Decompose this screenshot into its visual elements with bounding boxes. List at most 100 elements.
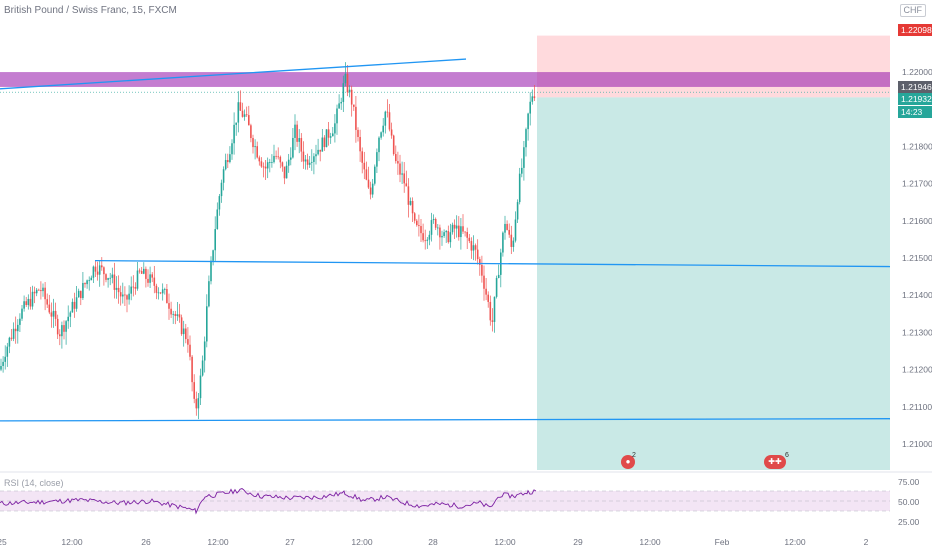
candle-body [434, 218, 437, 228]
candle-body [109, 277, 111, 279]
candle-body [281, 162, 284, 167]
candle-body [506, 223, 508, 230]
candle-body [317, 149, 319, 155]
candle-body [472, 245, 475, 251]
candle-body [94, 266, 97, 272]
candle-body [462, 226, 464, 232]
calendar-event-icon[interactable]: ● [621, 455, 635, 469]
candle-body [371, 183, 374, 195]
candle-body [218, 196, 221, 210]
candle-body [409, 200, 412, 205]
candle-body [224, 160, 227, 170]
candle-body [174, 313, 177, 316]
candle-body [180, 317, 183, 335]
candle-body [4, 356, 6, 362]
candle-body [35, 289, 38, 294]
candle-body [529, 101, 531, 114]
candle-body [172, 313, 174, 315]
candle-body [527, 113, 529, 130]
countdown-tag: 14:23 [898, 106, 932, 118]
candle-body [428, 234, 431, 240]
candle-body [241, 110, 244, 117]
candle-body [306, 159, 309, 165]
time-axis-label: 12:00 [351, 537, 373, 547]
candle-body [115, 287, 118, 290]
candle-body [321, 137, 324, 152]
currency-badge[interactable]: CHF [899, 4, 926, 17]
candle-body [73, 301, 76, 309]
candle-body [323, 137, 326, 148]
candle-body [514, 219, 517, 241]
candle-body [155, 285, 158, 293]
candle-body [6, 346, 9, 357]
dividend-event-icon[interactable]: ✚✚ [764, 455, 786, 469]
candle-body [325, 129, 328, 148]
candle-body [273, 155, 275, 163]
candle-body [75, 297, 78, 309]
candle-body [518, 173, 521, 203]
candle-body [407, 186, 410, 205]
candle-body [521, 167, 523, 174]
candle-body [245, 114, 248, 116]
candle-body [61, 325, 63, 337]
candle-body [185, 328, 187, 340]
candle-body [25, 301, 27, 306]
candle-body [266, 162, 269, 169]
upper-trendline [0, 58, 467, 90]
candle-body [222, 169, 225, 183]
time-axis-label: 12:00 [639, 537, 661, 547]
candle-body [455, 225, 458, 229]
candle-body [439, 227, 441, 238]
symbol-title[interactable]: British Pound / Swiss Franc, 15, FXCM [4, 5, 177, 16]
time-axis-label: 26 [141, 537, 151, 547]
candle-body [451, 224, 454, 233]
candle-body [531, 96, 534, 102]
candle-body [432, 218, 435, 221]
candle-body [413, 213, 416, 221]
price-axis-label: 1.22000 [902, 67, 932, 77]
candle-body [50, 312, 53, 317]
candle-body [292, 137, 294, 158]
candle-body [485, 288, 487, 295]
candle-body [191, 356, 193, 383]
candle-body [416, 220, 418, 226]
candle-body [369, 187, 372, 195]
candle-body [54, 310, 57, 319]
entry-price-tag: 1.21932 [898, 93, 932, 105]
candle-body [128, 293, 130, 300]
candle-body [332, 133, 334, 137]
candle-body [229, 154, 231, 163]
candle-body [161, 289, 164, 294]
candle-body [285, 165, 288, 179]
resistance-band [0, 72, 890, 87]
candle-body [71, 301, 74, 313]
candle-body [27, 298, 30, 306]
candle-body [453, 224, 456, 229]
candle-body [56, 318, 59, 335]
candle-body [430, 220, 433, 235]
candle-body [497, 274, 500, 278]
candle-body [201, 360, 204, 376]
candle-body [382, 125, 384, 133]
candle-body [386, 111, 389, 113]
candle-body [96, 271, 99, 275]
candle-body [126, 295, 128, 300]
candle-body [52, 310, 55, 317]
candle-body [166, 289, 168, 304]
candle-body [508, 229, 510, 235]
candle-body [388, 112, 391, 130]
calendar-event-count: 2 [632, 452, 636, 459]
candle-body [258, 157, 261, 162]
rsi-tick-75: 75.00 [898, 477, 920, 487]
candle-body [262, 166, 265, 168]
candle-body [84, 283, 86, 285]
candle-body [206, 306, 208, 342]
candle-body [151, 274, 153, 278]
candle-body [516, 202, 519, 220]
candle-body [495, 277, 498, 297]
time-axis-label: 29 [573, 537, 583, 547]
time-axis-label: 28 [428, 537, 438, 547]
rsi-indicator-label[interactable]: RSI (14, close) [4, 478, 64, 488]
candle-body [132, 286, 135, 288]
